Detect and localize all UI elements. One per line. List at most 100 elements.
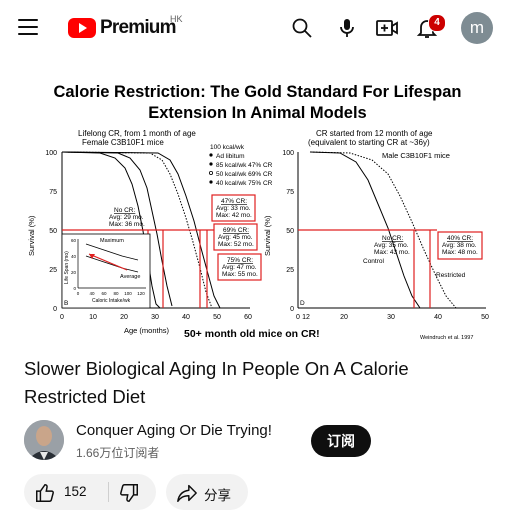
legend-marker-2: [209, 162, 213, 166]
right-caption1: CR started from 12 month of age: [316, 129, 433, 138]
right-x-tick-20: 20: [340, 314, 348, 321]
right-reference-lines: [298, 229, 437, 308]
search-icon[interactable]: [290, 16, 314, 40]
footer-highlight: 50+ month old mice on CR!: [184, 328, 320, 340]
legend-marker-3: [208, 171, 213, 176]
cr47-avg: Avg: 33 mo.: [216, 205, 251, 212]
share-button[interactable]: 分享: [166, 474, 248, 510]
account-avatar[interactable]: m: [461, 12, 493, 44]
left-caption2: Female C3B10F1 mice: [82, 138, 164, 147]
channel-name[interactable]: Conquer Aging Or Die Trying!: [76, 422, 272, 439]
left-x-tick-50: 50: [213, 314, 221, 321]
left-caption1: Lifelong CR, from 1 month of age: [78, 129, 196, 138]
legend-entry-1: Ad libitum: [216, 153, 245, 160]
create-icon[interactable]: [375, 16, 399, 40]
top-bar: Premium HK 4 m: [0, 0, 515, 56]
youtube-logo-icon: [68, 18, 96, 38]
left-x-tick-0: 0: [60, 314, 64, 321]
left-legend: 100 kcal/wk Ad libitum 85 kcal/wk 47% CR…: [208, 144, 273, 187]
inset-red-arrow: [88, 253, 128, 271]
menu-icon[interactable]: [18, 19, 38, 35]
inset-y-tick-60: 60: [71, 238, 77, 243]
left-y-ticks: 100 75 50 25 0: [45, 150, 57, 313]
left-y-tick-100: 100: [45, 150, 57, 157]
region-label: HK: [170, 14, 183, 24]
right-x-tick-40: 40: [434, 314, 442, 321]
slide-title-line1: Calorie Restriction: The Gold Standard F…: [53, 83, 462, 101]
cr40-text: 40% CR: Avg: 38 mo. Max: 48 mo.: [442, 235, 478, 256]
cr47-label: 47% CR:: [221, 198, 247, 205]
left-x-label: Age (months): [124, 326, 170, 335]
survival-figure: Lifelong CR, from 1 month of age Female …: [27, 129, 489, 341]
cr47-max: Max: 42 mo.: [216, 212, 252, 219]
legend-marker-4: [209, 180, 213, 184]
thumbs-down-icon[interactable]: [118, 482, 140, 504]
right-y-tick-75: 75: [286, 189, 294, 196]
cr69-text: 69% CR: Avg: 45 mo. Max: 52 mo.: [218, 227, 254, 248]
right-x-tick-0: 0: [296, 314, 300, 321]
legend-marker-1: [209, 153, 213, 157]
inset-x-tick-0: 0: [77, 291, 80, 296]
youtube-premium-logo[interactable]: Premium: [68, 17, 177, 39]
slide-title-line2: Extension In Animal Models: [148, 104, 367, 122]
cr40-avg: Avg: 38 mo.: [442, 242, 477, 249]
right-y-tick-25: 25: [286, 267, 294, 274]
legend-entry-4: 40 kcal/wk 75% CR: [216, 180, 273, 187]
channel-avatar[interactable]: [24, 420, 64, 460]
share-label: 分享: [204, 488, 231, 503]
cr40-label: 40% CR:: [447, 235, 473, 242]
curve-50kcal: [61, 151, 213, 309]
cr75-text: 75% CR: Avg: 47 mo. Max: 55 mo.: [222, 257, 258, 278]
inset-x-ticks: 0 40 60 80 100 120: [77, 291, 146, 296]
right-nocr-label: No CR:: [382, 235, 404, 242]
right-survival-curves: [309, 151, 457, 309]
inset-x-tick-40: 40: [89, 291, 95, 296]
right-nocr-avg: Avg: 35 mo.: [374, 242, 409, 249]
left-nocr-box: No CR: Avg: 29 mo. Max: 36 mo.: [109, 207, 145, 228]
curve-85kcal: [61, 151, 173, 307]
cr75-avg: Avg: 47 mo.: [222, 264, 257, 271]
left-y-tick-25: 25: [49, 267, 57, 274]
video-title: Slower Biological Aging In People On A C…: [24, 358, 409, 407]
left-y-label: Survival (%): [27, 215, 36, 256]
cr69-avg: Avg: 45 mo.: [218, 234, 253, 241]
right-nocr-max: Max: 43 mo.: [374, 249, 410, 256]
cr75-max: Max: 55 mo.: [222, 271, 258, 278]
left-x-ticks: 0 10 20 30 40 50 60: [60, 314, 252, 321]
right-panel-letter: D: [300, 300, 305, 307]
inset-arrow-head: [89, 254, 95, 259]
nocr-avg: Avg: 29 mo.: [109, 214, 144, 221]
cr47-text: 47% CR: Avg: 33 mo. Max: 42 mo.: [216, 198, 252, 219]
thumbs-up-icon[interactable]: [34, 482, 56, 504]
left-y-tick-50: 50: [49, 228, 57, 235]
inset-panel-letter: B: [64, 300, 68, 307]
inset-max-line: [85, 243, 139, 261]
right-group-label: Male C3B10F1 mice: [382, 151, 450, 160]
left-y-tick-0: 0: [53, 306, 57, 313]
cr69-max: Max: 52 mo.: [218, 241, 254, 248]
left-survival-curves: [61, 151, 221, 309]
cr40-max: Max: 48 mo.: [442, 249, 478, 256]
right-y-tick-50: 50: [286, 228, 294, 235]
right-caption2: (equivalent to starting CR at ~36y): [308, 138, 430, 147]
cr75-label: 75% CR:: [227, 257, 253, 264]
lifespan-inset: Maximum Average Life Span (mo) Caloric I…: [61, 233, 151, 309]
left-y-tick-75: 75: [49, 189, 57, 196]
inset-x-tick-80: 80: [113, 291, 119, 296]
inset-y-ticks: 60 40 20 0: [71, 238, 77, 291]
right-y-ticks: 100 75 50 25 0: [282, 150, 294, 313]
inset-y-tick-40: 40: [71, 254, 77, 259]
like-count[interactable]: 152: [64, 484, 87, 499]
video-player[interactable]: Calorie Restriction: The Gold Standard F…: [0, 56, 515, 346]
mic-icon[interactable]: [335, 16, 359, 40]
right-x-tick-50: 50: [481, 314, 489, 321]
right-y-label: Survival (%): [263, 215, 272, 256]
curve-control: [309, 151, 421, 309]
left-x-tick-60: 60: [244, 314, 252, 321]
cr69-label: 69% CR:: [223, 227, 249, 234]
pill-divider: [108, 482, 109, 502]
left-x-tick-40: 40: [182, 314, 190, 321]
curve-restricted: [309, 151, 457, 309]
cr75-box: [217, 253, 262, 281]
subscribe-button[interactable]: 订阅: [311, 425, 371, 457]
